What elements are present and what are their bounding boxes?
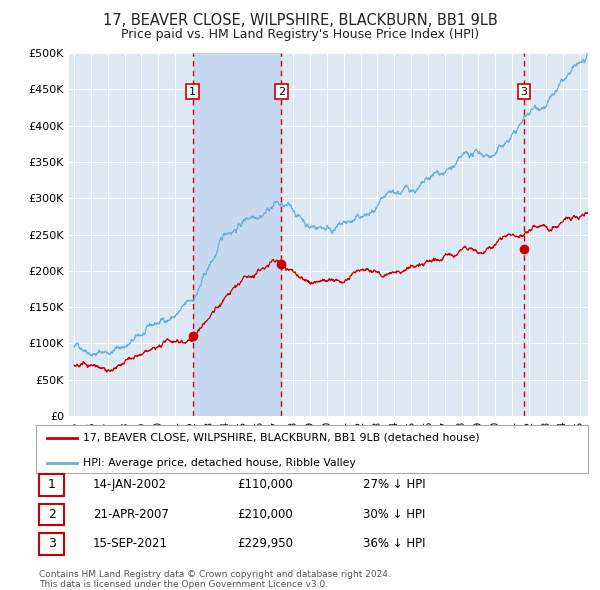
Text: 17, BEAVER CLOSE, WILPSHIRE, BLACKBURN, BB1 9LB: 17, BEAVER CLOSE, WILPSHIRE, BLACKBURN, … <box>103 13 497 28</box>
Text: 2: 2 <box>278 87 285 97</box>
Text: 14-JAN-2002: 14-JAN-2002 <box>93 478 167 491</box>
Text: Price paid vs. HM Land Registry's House Price Index (HPI): Price paid vs. HM Land Registry's House … <box>121 28 479 41</box>
Text: 1: 1 <box>47 478 56 491</box>
Text: 3: 3 <box>47 537 56 550</box>
Text: Contains HM Land Registry data © Crown copyright and database right 2024.: Contains HM Land Registry data © Crown c… <box>39 569 391 579</box>
Bar <box>193 53 281 416</box>
Text: HPI: Average price, detached house, Ribble Valley: HPI: Average price, detached house, Ribb… <box>83 457 356 467</box>
Text: £110,000: £110,000 <box>237 478 293 491</box>
Text: £229,950: £229,950 <box>237 537 293 550</box>
Text: 3: 3 <box>521 87 527 97</box>
Text: 1: 1 <box>189 87 196 97</box>
Text: 30% ↓ HPI: 30% ↓ HPI <box>363 508 425 521</box>
Text: 21-APR-2007: 21-APR-2007 <box>93 508 169 521</box>
Text: £210,000: £210,000 <box>237 508 293 521</box>
Text: 27% ↓ HPI: 27% ↓ HPI <box>363 478 425 491</box>
Text: 36% ↓ HPI: 36% ↓ HPI <box>363 537 425 550</box>
Text: This data is licensed under the Open Government Licence v3.0.: This data is licensed under the Open Gov… <box>39 579 328 589</box>
Text: 17, BEAVER CLOSE, WILPSHIRE, BLACKBURN, BB1 9LB (detached house): 17, BEAVER CLOSE, WILPSHIRE, BLACKBURN, … <box>83 433 479 443</box>
Text: 15-SEP-2021: 15-SEP-2021 <box>93 537 168 550</box>
Text: 2: 2 <box>47 508 56 521</box>
